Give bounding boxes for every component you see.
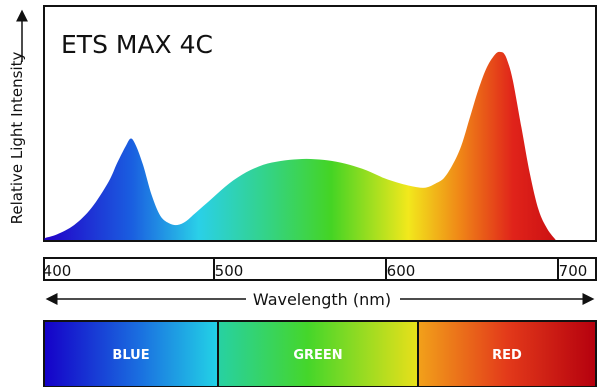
- color-band-outline: [43, 320, 597, 387]
- x-tick-group: 400 500 600 700: [43, 258, 588, 280]
- color-band-bar: BLUE GREEN RED: [43, 320, 597, 387]
- chart-title: ETS MAX 4C: [61, 30, 213, 59]
- color-band-red: [418, 321, 596, 387]
- y-axis-label: Relative Light Intensity: [8, 52, 26, 225]
- x-tick-label: 500: [215, 262, 244, 280]
- x-tick-label: 700: [559, 262, 588, 280]
- x-axis-label: Wavelength (nm): [253, 290, 391, 309]
- x-tick-label: 600: [387, 262, 416, 280]
- color-band-label-green: GREEN: [293, 348, 342, 363]
- color-band-blue: [44, 321, 218, 387]
- color-band-green: [218, 321, 418, 387]
- wavelength-scale: [43, 257, 597, 281]
- x-tick-label: 400: [43, 262, 72, 280]
- color-band-label-blue: BLUE: [112, 348, 149, 363]
- spectrum-area: [44, 51, 556, 240]
- color-band-label-red: RED: [492, 348, 522, 363]
